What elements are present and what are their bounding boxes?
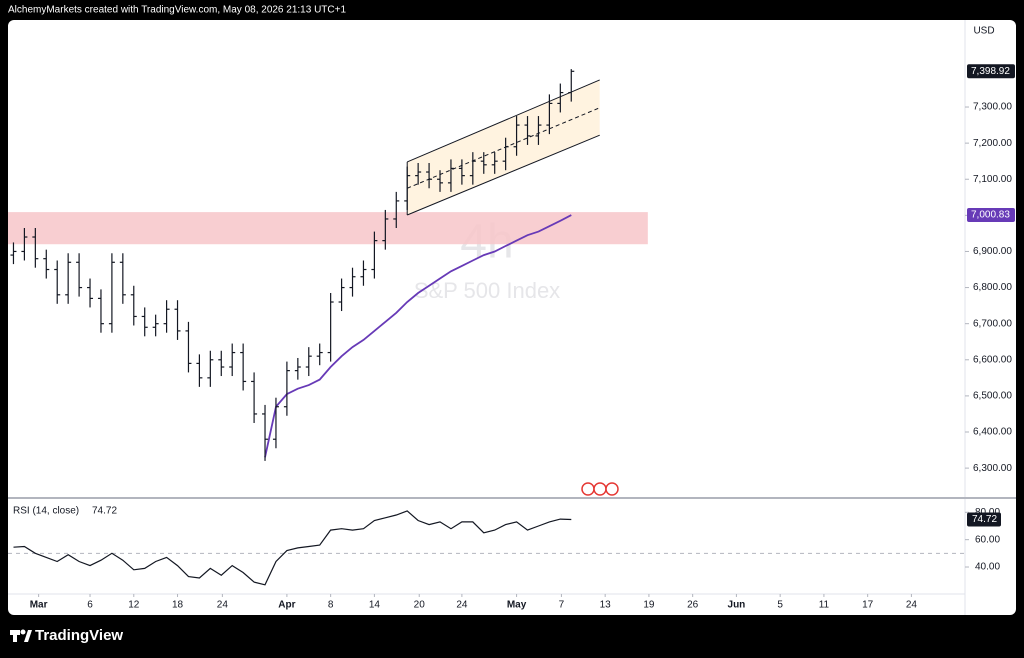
last-price-label: 7,398.92 [971,66,1010,77]
y-tick-label: 7,100.00 [973,174,1012,185]
rsi-value-box [967,512,1001,527]
x-tick-label: 20 [414,600,426,611]
x-tick-label: 14 [369,600,381,611]
y-tick-label: 6,300.00 [973,463,1012,474]
y-tick-label: 7,300.00 [973,102,1012,113]
x-tick-label: May [507,600,527,611]
x-tick-label: 24 [456,600,468,611]
x-tick-label: 24 [906,600,918,611]
x-tick-label: 7 [559,600,565,611]
rsi-y-tick-label: 60.00 [975,534,1000,545]
last-price-box [967,64,1015,79]
channel-upper [407,79,600,163]
event-flag [581,482,595,496]
rsi-y-tick-label: 40.00 [975,562,1000,573]
x-tick-label: 11 [819,600,830,611]
y-tick-label: 6,500.00 [973,391,1012,402]
channel-fill [407,79,600,215]
rsi-value: 74.72 [92,506,117,517]
y-tick-label: 7,200.00 [973,138,1012,149]
x-tick-label: 19 [643,600,655,611]
event-flag [605,482,619,496]
y-tick-label: 6,700.00 [973,318,1012,329]
ma-price-box [967,208,1015,223]
x-tick-label: 17 [862,600,874,611]
x-tick-label: Mar [30,600,48,611]
logo-mark [13,630,17,642]
rsi-line [13,510,572,586]
header: AlchemyMarkets created with TradingView.… [8,5,346,16]
chart-panel [8,20,1016,615]
x-tick-label: 8 [328,600,334,611]
x-tick-label: Apr [278,600,295,611]
logo-mark [24,630,32,642]
y-tick-label: 6,900.00 [973,246,1012,257]
x-tick-label: 5 [777,600,783,611]
y-tick-label: 6,600.00 [973,354,1012,365]
x-tick-label: 26 [687,600,699,611]
logo-mark [20,629,26,635]
x-tick-label: 24 [217,600,229,611]
y-tick-label: 6,800.00 [973,282,1012,293]
x-tick-label: 6 [87,600,93,611]
x-tick-label: 13 [600,600,612,611]
x-tick-label: Jun [728,600,746,611]
ma-price-label: 7,000.83 [971,210,1010,221]
event-flag [593,482,607,496]
watermark-title: S&P 500 Index [414,278,560,303]
x-tick-label: 18 [172,600,184,611]
y-tick-label: 6,400.00 [973,427,1012,438]
rsi-value-label: 74.72 [972,514,997,525]
x-tick-label: 12 [128,600,140,611]
event-flags [581,482,619,496]
rsi-y-tick-label: 80.00 [975,507,1000,518]
moving-average [264,214,572,458]
channel-lower [407,134,600,216]
brand-logo [10,629,32,642]
rsi-label: RSI (14, close) [13,506,79,517]
currency: USD [973,26,994,37]
support-zone [8,212,648,245]
brand: TradingView [35,627,123,644]
